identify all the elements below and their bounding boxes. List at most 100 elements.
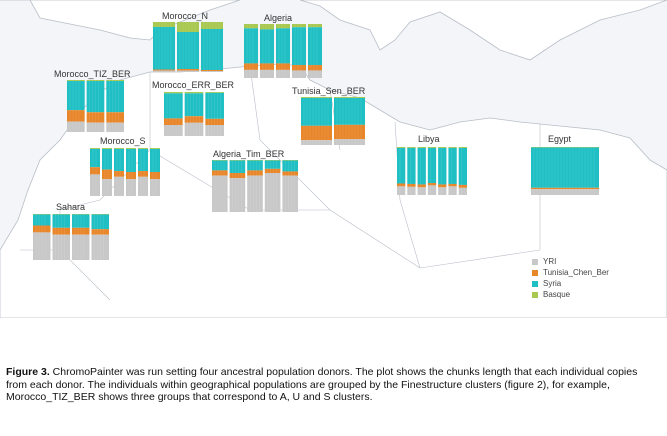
- yri-segment: [153, 70, 175, 72]
- tunisia-segment: [438, 184, 447, 188]
- tunisia-segment: [531, 187, 599, 190]
- yri-segment: [458, 187, 467, 195]
- syria-segment: [448, 147, 457, 184]
- syria-segment: [292, 27, 306, 66]
- syria-segment: [67, 81, 85, 111]
- syria-segment: [126, 148, 136, 172]
- basque-segment: [247, 160, 263, 161]
- panel-algeria: [244, 24, 322, 78]
- yri-segment: [114, 176, 124, 196]
- label-morocco-s: Morocco_S: [100, 136, 146, 146]
- syria-segment: [205, 92, 224, 119]
- basque-segment: [438, 147, 447, 148]
- tunisia-segment: [397, 183, 406, 187]
- yri-segment: [126, 179, 136, 196]
- basque-segment: [301, 97, 332, 98]
- tunisia-segment: [72, 227, 90, 235]
- basque-segment: [90, 148, 100, 149]
- tunisia-segment: [138, 171, 148, 177]
- yri-segment: [308, 70, 322, 78]
- tunisia-segment: [86, 112, 105, 123]
- panel-tunisia-sen-ber: [301, 97, 365, 145]
- tunisia-segment: [247, 170, 263, 176]
- syria-segment: [72, 214, 90, 228]
- tunisia-segment: [114, 171, 124, 177]
- yri-segment: [229, 178, 246, 212]
- yri-segment: [292, 70, 306, 78]
- tunisia-segment: [177, 69, 199, 71]
- basque-segment: [138, 148, 148, 149]
- syria-segment: [91, 214, 109, 230]
- yri-segment: [102, 179, 112, 196]
- syria-segment: [417, 147, 426, 185]
- basque-segment: [177, 22, 199, 32]
- syria-segment: [106, 81, 124, 113]
- yri-segment: [282, 175, 298, 212]
- tunisia-segment: [244, 63, 258, 70]
- yri-segment: [52, 234, 70, 260]
- basque-segment: [184, 92, 204, 94]
- syria-segment: [150, 148, 160, 172]
- tunisia-segment: [334, 124, 365, 140]
- syria-segment: [301, 97, 332, 126]
- syria-segment: [90, 148, 100, 168]
- tunisia-segment: [33, 225, 51, 233]
- yri-segment: [91, 234, 109, 260]
- panel-libya: [397, 147, 467, 195]
- tunisia-segment: [205, 118, 224, 125]
- yri-segment: [531, 189, 599, 195]
- syria-segment: [531, 147, 599, 188]
- tunisia-segment: [458, 184, 467, 188]
- tunisia-segment: [126, 172, 136, 180]
- yri-segment: [212, 175, 228, 212]
- syria-segment: [153, 27, 175, 70]
- basque-segment: [67, 80, 85, 82]
- caption-label: Figure 3.: [6, 366, 50, 378]
- legend-item: Syria: [532, 278, 609, 289]
- yri-segment: [90, 174, 100, 196]
- tunisia-segment: [67, 110, 85, 122]
- legend-label: YRI: [543, 257, 557, 266]
- tunisia-segment: [91, 229, 109, 235]
- label-egypt: Egypt: [548, 134, 572, 144]
- syria-segment: [114, 148, 124, 172]
- yri-segment: [247, 175, 263, 212]
- syria-segment: [407, 147, 416, 184]
- syria-segment: [33, 214, 51, 226]
- basque-segment: [153, 22, 175, 27]
- basque-segment: [427, 147, 437, 148]
- yri-segment: [201, 71, 223, 72]
- tunisia-segment: [229, 173, 246, 179]
- label-morocco-err-ber: Morocco_ERR_BER: [152, 80, 235, 90]
- basque-segment: [292, 24, 306, 28]
- tunisia-segment: [427, 183, 437, 186]
- label-morocco-n: Morocco_N: [162, 11, 209, 21]
- tunisia-segment: [260, 63, 274, 70]
- syria-segment: [212, 160, 228, 171]
- basque-segment: [106, 80, 124, 82]
- label-sahara: Sahara: [56, 202, 86, 212]
- syria-segment: [282, 160, 298, 172]
- syria-segment: [244, 28, 258, 64]
- tunisia-segment: [212, 170, 228, 176]
- yri-segment: [164, 125, 183, 136]
- yri-segment: [407, 186, 416, 195]
- yri-segment: [260, 69, 274, 78]
- basque-segment: [205, 92, 224, 93]
- tunisia-segment: [301, 125, 332, 141]
- basque-segment: [212, 160, 228, 161]
- syria-segment: [229, 160, 246, 173]
- syria-segment: [184, 93, 204, 117]
- panel-morocco-n: [153, 22, 223, 72]
- tunisia-segment: [52, 227, 70, 235]
- ancestry-bar-panels: [33, 22, 599, 260]
- syria-segment: [247, 160, 263, 171]
- tunisia-segment: [417, 184, 426, 188]
- syria-segment: [264, 160, 281, 169]
- basque-segment: [201, 22, 223, 29]
- legend-swatch: [532, 269, 538, 276]
- yri-segment: [334, 139, 365, 145]
- tunisia-segment: [308, 65, 322, 71]
- label-algeria-tim-ber: Algeria_Tim_BER: [213, 149, 285, 159]
- syria-segment: [164, 93, 183, 119]
